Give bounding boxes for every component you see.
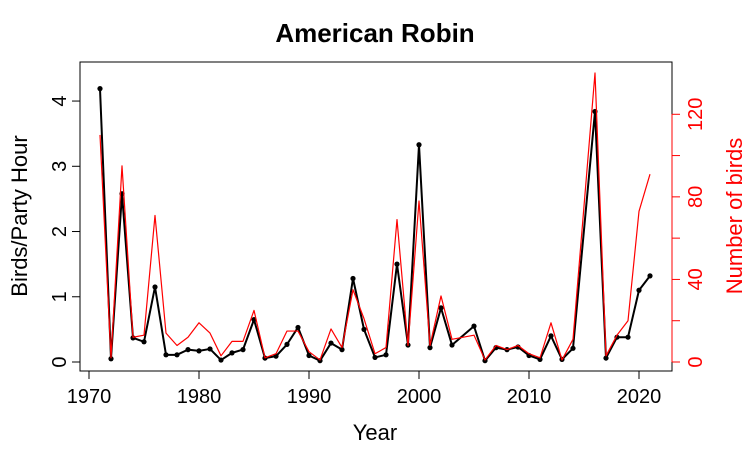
y-left-tick-label: 3	[49, 161, 71, 172]
series-line-right	[99, 72, 651, 361]
y-left-tick-label: 1	[49, 291, 71, 302]
data-point	[383, 352, 389, 358]
data-point	[482, 358, 488, 364]
data-point	[570, 345, 576, 351]
y-left-tick-label: 0	[49, 356, 71, 367]
series-layer	[97, 72, 653, 364]
y-axis-right: 0 40 80 120	[671, 98, 707, 368]
data-point	[284, 341, 290, 347]
data-point	[207, 346, 213, 352]
y-left-tick-label: 2	[49, 226, 71, 237]
x-tick-label: 2000	[397, 386, 442, 408]
data-point	[339, 347, 345, 353]
x-tick-label: 1990	[287, 386, 332, 408]
data-point	[141, 339, 147, 345]
y-axis-right-label: Number of birds	[722, 138, 747, 295]
x-tick-label: 2020	[617, 386, 662, 408]
data-point	[328, 340, 334, 346]
data-point	[152, 284, 158, 290]
data-point	[438, 305, 444, 311]
data-point	[548, 333, 554, 339]
x-tick-label: 2010	[507, 386, 552, 408]
data-point	[196, 348, 202, 354]
data-point	[174, 352, 180, 358]
data-point	[108, 356, 114, 362]
y-left-tick-label: 4	[49, 95, 71, 106]
data-point	[537, 356, 543, 362]
data-point	[647, 273, 653, 279]
series-line-left	[99, 88, 651, 362]
data-point	[603, 355, 609, 361]
chart-title: American Robin	[275, 18, 474, 48]
data-point	[229, 350, 235, 356]
data-point	[361, 326, 367, 332]
data-point	[471, 323, 477, 329]
y-right-tick-label: 0	[685, 356, 707, 367]
data-point	[636, 287, 642, 293]
data-point	[163, 352, 169, 358]
data-point	[295, 324, 301, 331]
data-point	[625, 334, 631, 340]
y-right-tick-label: 40	[685, 268, 707, 290]
x-axis-label: Year	[353, 420, 397, 445]
data-point	[449, 342, 455, 348]
data-point	[218, 357, 224, 363]
data-point	[372, 354, 378, 361]
data-point	[240, 347, 246, 353]
y-axis-left: 0 1 2 3 4	[49, 95, 81, 368]
data-point	[97, 86, 103, 92]
data-point	[306, 352, 312, 359]
y-axis-left-label: Birds/Party Hour	[7, 135, 32, 296]
data-point	[394, 261, 400, 267]
data-point	[416, 142, 422, 148]
y-right-tick-label: 80	[685, 186, 707, 208]
data-point	[185, 347, 191, 353]
x-axis: 1970 1980 1990 2000 2010 2020	[67, 370, 662, 408]
data-point	[427, 345, 433, 351]
x-tick-label: 1970	[67, 386, 112, 408]
x-tick-label: 1980	[177, 386, 222, 408]
data-point	[350, 275, 356, 282]
y-right-tick-label: 120	[685, 98, 707, 131]
